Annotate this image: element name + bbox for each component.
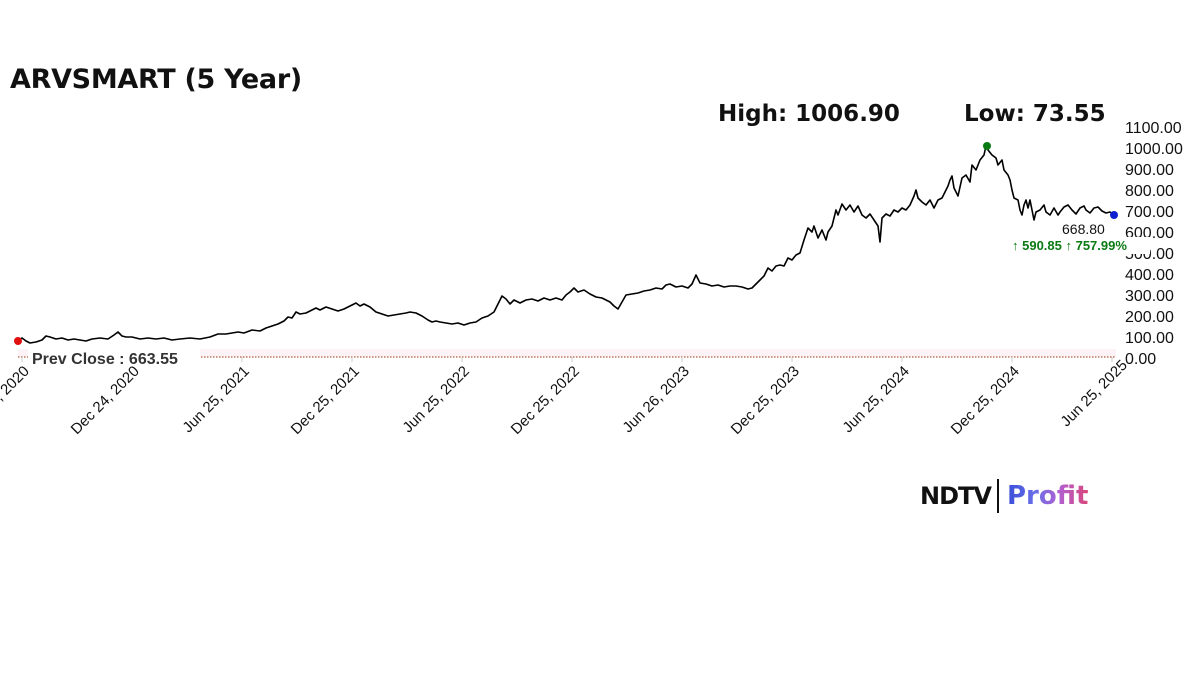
prev-close-label-bg	[28, 349, 200, 367]
x-tick-label: Jun 25, 2022	[399, 363, 472, 436]
x-tick-label: Jun 25, 2024	[839, 363, 912, 436]
x-tick-label: Dec 25, 2021	[288, 363, 363, 438]
start-marker	[14, 337, 22, 345]
x-tick-label: Dec 25, 2022	[508, 363, 583, 438]
end-marker	[1110, 211, 1118, 219]
x-tick-label: Jun 25, 2025	[1057, 357, 1130, 430]
logo-ndtv-text: NDTV	[920, 482, 992, 510]
prev-close-band	[18, 349, 1116, 357]
chart-title: ARVSMART (5 Year)	[10, 64, 302, 95]
x-tick-label: Jun 26, 2023	[619, 363, 692, 436]
y-tick-label: 1000.00	[1125, 141, 1183, 158]
x-tick-label: Dec 24, 2020	[68, 363, 143, 438]
x-axis: Jun 25, 2020 Dec 24, 2020 Jun 25, 2021 D…	[0, 357, 1131, 438]
y-tick-label: 900.00	[1125, 162, 1174, 179]
last-value-label: 668.80	[1062, 221, 1105, 237]
y-tick-label: 1100.00	[1125, 120, 1182, 137]
logo-profit-text: Profit	[1006, 481, 1089, 511]
y-tick-label: 800.00	[1125, 183, 1174, 200]
high-marker	[983, 142, 991, 150]
change-label-bg	[1010, 237, 1150, 254]
y-tick-label: 0.00	[1125, 351, 1156, 368]
low-label: Low: 73.55	[964, 101, 1106, 127]
high-label: High: 1006.90	[718, 101, 900, 127]
price-line	[17, 145, 1115, 344]
y-tick-label: 300.00	[1125, 288, 1174, 305]
prev-close-label: Prev Close : 663.55	[32, 351, 178, 368]
x-tick-label: Jun 25, 2020	[0, 363, 33, 436]
x-tick-marks	[21, 357, 1113, 362]
x-tick-label: Jun 25, 2021	[179, 363, 252, 436]
y-tick-label: 200.00	[1125, 309, 1174, 326]
ndtv-profit-logo: NDTV Profit	[920, 478, 1088, 514]
y-tick-label: 700.00	[1125, 204, 1174, 221]
logo-separator	[996, 479, 999, 513]
x-tick-label: Dec 25, 2024	[948, 363, 1023, 438]
change-label: ↑ 590.85 ↑ 757.99%	[1012, 238, 1127, 253]
x-tick-label: Dec 25, 2023	[728, 363, 803, 438]
y-tick-label: 100.00	[1125, 330, 1174, 347]
y-tick-label: 400.00	[1125, 267, 1174, 284]
